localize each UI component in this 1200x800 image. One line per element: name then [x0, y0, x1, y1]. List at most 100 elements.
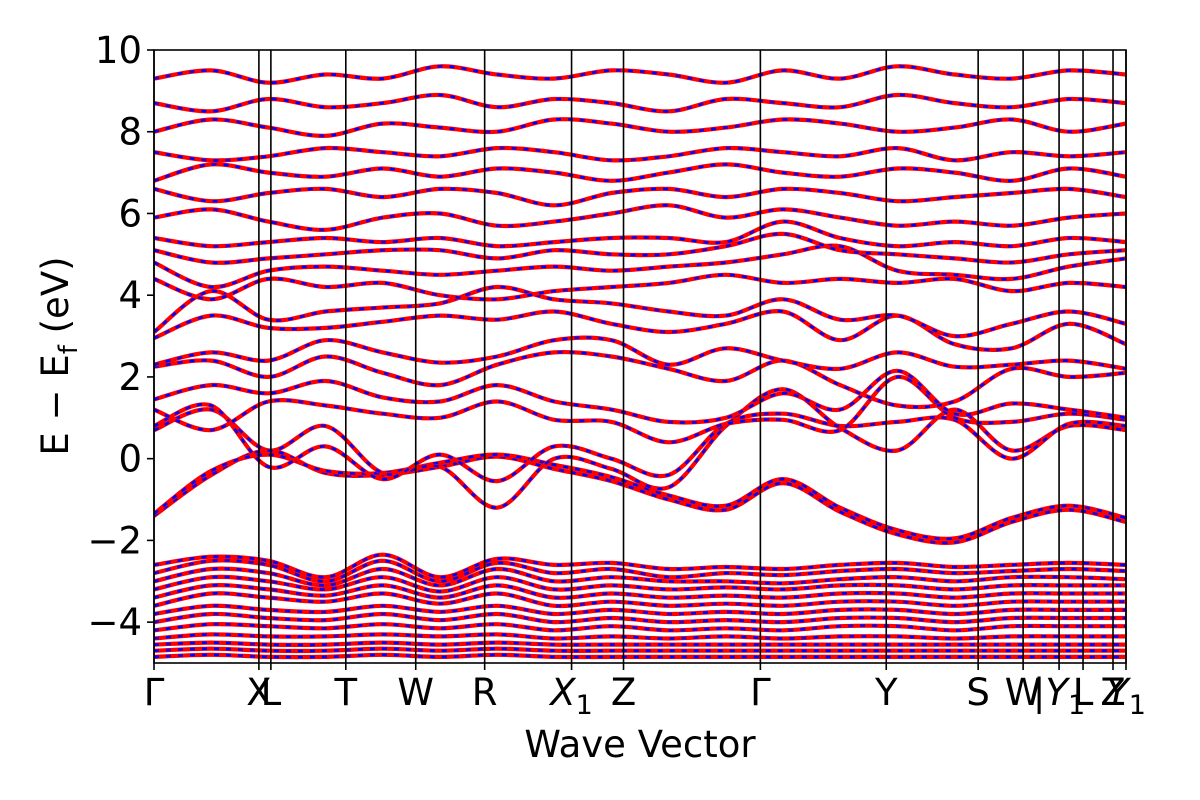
- band-dashed-line: [154, 449, 1126, 545]
- band-dashed-line: [154, 591, 1126, 608]
- x-tick-label: Z: [1100, 671, 1125, 714]
- band-11: [154, 243, 1126, 290]
- band-26: [154, 591, 1126, 609]
- x-tick-label: X1: [548, 671, 593, 721]
- band-1: [154, 452, 1126, 541]
- band-dashed-line: [154, 93, 1126, 113]
- band-27: [154, 603, 1126, 617]
- x-tick-label: W: [1005, 671, 1042, 714]
- x-tick-label: Y: [874, 671, 898, 714]
- band-24: [154, 574, 1126, 594]
- band-dashed-line: [154, 375, 1126, 444]
- y-axis-label-unit: (eV): [34, 256, 77, 345]
- y-tick-label: 10: [95, 29, 142, 72]
- band-14: [154, 203, 1126, 232]
- band-dashed-line: [154, 641, 1126, 647]
- band-4: [154, 374, 1126, 445]
- band-dashed-line: [154, 203, 1126, 232]
- y-tick-label: 2: [118, 356, 142, 399]
- band-dashed-line: [154, 653, 1126, 659]
- x-tick-label: T: [333, 671, 357, 714]
- band-16: [154, 162, 1126, 183]
- bands-layer: [154, 64, 1126, 660]
- band-solid-line: [154, 219, 1126, 249]
- y-tick-label: 8: [118, 111, 142, 154]
- y-axis-label-main: E − E: [34, 354, 77, 455]
- band-dashed-line: [154, 117, 1126, 138]
- y-axis-label-subscript: f: [54, 344, 84, 354]
- band-dashed-line: [154, 162, 1126, 183]
- band-dashed-line: [154, 64, 1126, 85]
- x-axis-label: Wave Vector: [524, 723, 756, 766]
- band-23: [154, 566, 1126, 588]
- x-tick-label: Z: [611, 671, 636, 714]
- band-28: [154, 611, 1126, 625]
- band-2: [154, 387, 1126, 510]
- band-dashed-line: [154, 559, 1126, 583]
- y-tick-label: −4: [87, 601, 142, 644]
- band-dashed-line: [154, 622, 1126, 632]
- band-22: [154, 558, 1126, 584]
- band-18: [154, 117, 1126, 138]
- band-dashed-line: [154, 647, 1126, 653]
- band-dashed-line: [154, 336, 1126, 371]
- band-12: [154, 231, 1126, 265]
- band-dashed-line: [154, 567, 1126, 587]
- band-dashed-line: [154, 633, 1126, 640]
- band-dashed-line: [154, 575, 1126, 593]
- band-21: [154, 552, 1126, 580]
- y-tick-label: 6: [118, 192, 142, 235]
- band-32: [154, 646, 1126, 654]
- x-tick-label: Y1: [1106, 671, 1146, 721]
- band-dashed-line: [154, 244, 1126, 289]
- band-dashed-line: [154, 309, 1126, 352]
- band-29: [154, 621, 1126, 633]
- band-6: [154, 349, 1126, 410]
- band-dashed-line: [154, 187, 1126, 207]
- y-axis-ticks: 10 8 6 4 2 0 −2 −4: [87, 29, 154, 644]
- band-7: [154, 335, 1126, 372]
- x-tick-label: Γ: [750, 671, 771, 714]
- band-dashed-line: [154, 387, 1126, 510]
- band-dashed-line: [154, 453, 1126, 541]
- y-tick-label: −2: [87, 519, 142, 562]
- band-dashed-line: [154, 146, 1126, 162]
- band-10: [154, 272, 1126, 302]
- band-dashed-line: [154, 369, 1126, 424]
- band-13: [154, 219, 1126, 249]
- x-tick-label: |Y1: [1033, 671, 1085, 721]
- y-tick-label: 0: [118, 438, 142, 481]
- band-31: [154, 640, 1126, 647]
- x-tick-label: R: [472, 671, 498, 714]
- band-dashed-line: [154, 232, 1126, 265]
- x-tick-label: W: [397, 671, 434, 714]
- band-19: [154, 92, 1126, 114]
- band-5: [154, 368, 1126, 425]
- band-dashed-line: [154, 273, 1126, 301]
- x-tick-label: L: [261, 671, 282, 714]
- band-dashed-line: [154, 612, 1126, 624]
- band-dashed-line: [154, 285, 1126, 338]
- band-30: [154, 632, 1126, 641]
- x-tick-label: L: [1073, 671, 1094, 714]
- y-tick-label: 4: [118, 274, 142, 317]
- y-axis-label: E − Ef (eV): [34, 256, 84, 455]
- band-dashed-line: [154, 553, 1126, 579]
- x-tick-label: Γ: [144, 671, 165, 714]
- band-dashed-line: [154, 604, 1126, 616]
- x-tick-label: X: [246, 671, 271, 714]
- band-8: [154, 309, 1126, 353]
- band-dashed-line: [154, 583, 1126, 600]
- band-17: [154, 145, 1126, 163]
- band-33: [154, 652, 1126, 660]
- band-25: [154, 583, 1126, 600]
- band-15: [154, 186, 1126, 208]
- band-9: [154, 284, 1126, 339]
- band-3: [154, 402, 1126, 484]
- x-axis-ticks: Γ XL T W R X1 Z Γ Y S W|Y1L ZY1: [144, 663, 1146, 721]
- plot-frame: [153, 49, 1127, 664]
- band-dashed-line: [154, 350, 1126, 409]
- x-tick-label: S: [966, 671, 990, 714]
- band-dashed-line: [154, 403, 1126, 483]
